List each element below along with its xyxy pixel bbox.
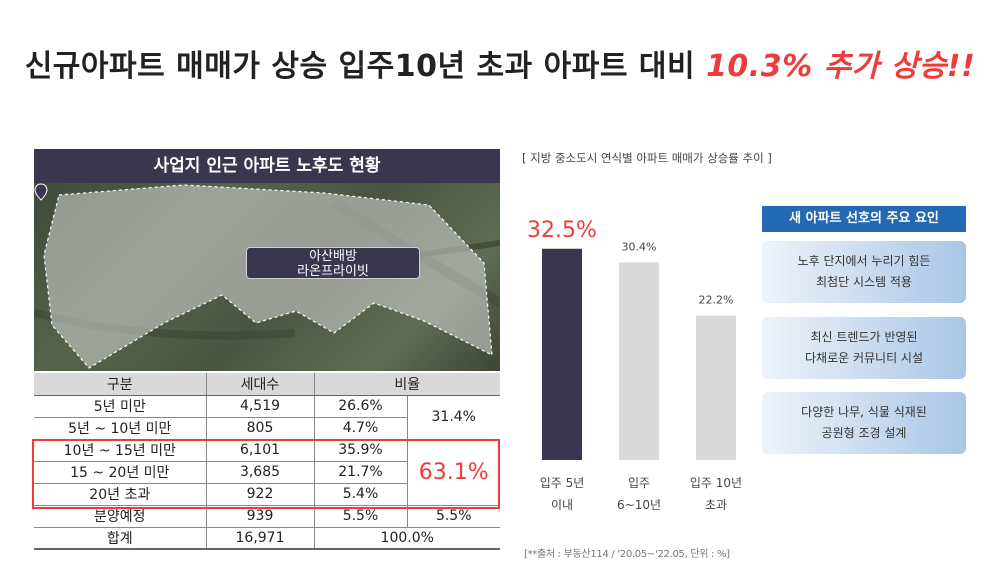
table-header-row: 구분 세대수 비율 [34, 373, 500, 396]
column-header: 구분 [34, 373, 206, 396]
aerial-map: 아산배방 라온프라이빗 [34, 183, 500, 371]
factor-line2: 다채로운 커뮤니티 시설 [804, 351, 924, 365]
factor-card: 노후 단지에서 누리기 힘든 최첨단 시스템 적용 [762, 241, 966, 303]
tick-label: 입주 [628, 476, 650, 490]
row-ratio: 35.9% [313, 439, 407, 462]
row-ratio: 4.7% [313, 417, 407, 440]
tick-label: 입주 10년 [690, 476, 742, 490]
row-label: 합계 [34, 527, 206, 550]
bar [542, 248, 582, 460]
factor-line1: 다양한 나무, 식물 식재된 [801, 405, 927, 419]
callout-line1: 아산배방 [309, 249, 357, 264]
data-label: 30.4% [622, 240, 657, 253]
data-label: 22.2% [699, 294, 734, 307]
group-over-10-ratio: 63.1% [406, 439, 500, 506]
row-ratio: 26.6% [313, 395, 407, 418]
table-row: 10년 ~ 15년 미만 6,101 35.9% 63.1% [34, 439, 500, 506]
table-row: 5년 ~ 10년 미만 805 4.7% [34, 417, 500, 440]
callout-line2: 라온프라이빗 [297, 264, 369, 279]
factor-line1: 노후 단지에서 누리기 힘든 [797, 254, 931, 268]
page-title-highlight: 10.3% 추가 상승!! [706, 49, 976, 84]
row-label: 20년 초과 [34, 483, 206, 506]
column-header: 비율 [313, 373, 500, 396]
tick-label: 6~10년 [617, 498, 661, 512]
row-count: 3,685 [205, 461, 314, 484]
table-row: 5년 미만 4,519 26.6% 31.4% [34, 395, 500, 440]
chart-caption: [ 지방 중소도시 연식별 아파트 매매가 상승률 추이 ] [522, 151, 772, 165]
row-count: 16,971 [205, 527, 314, 550]
factors-header: 새 아파트 선호의 주요 요인 [762, 206, 966, 232]
row-count: 939 [205, 505, 314, 528]
row-label: 분양예정 [34, 505, 206, 528]
factor-line2: 공원형 조경 설계 [821, 426, 907, 440]
source-note: [**출처 : 부동산114 / '20.05~'22.05, 단위 : %] [524, 549, 730, 560]
table-row: 20년 초과 922 5.4% [34, 483, 500, 506]
table-row: 분양예정 939 5.5% 5.5% [34, 505, 500, 528]
location-pin-icon [34, 183, 48, 201]
row-group-ratio: 5.5% [406, 505, 500, 528]
row-label: 10년 ~ 15년 미만 [34, 439, 206, 462]
bar [696, 315, 736, 460]
row-ratio: 100.0% [313, 527, 500, 550]
table-total-row: 합계 16,971 100.0% [34, 527, 500, 550]
aging-table: 구분 세대수 비율 5년 미만 4,519 26.6% 31.4% 5년 ~ 1… [34, 373, 500, 550]
page-title-main: 신규아파트 매매가 상승 입주10년 초과 아파트 대비 [24, 49, 707, 84]
row-ratio: 5.5% [313, 505, 407, 528]
column-header: 세대수 [205, 373, 314, 396]
row-ratio: 5.4% [313, 483, 407, 506]
map-header: 사업지 인근 아파트 노후도 현황 [34, 149, 500, 183]
factor-card: 다양한 나무, 식물 식재된 공원형 조경 설계 [762, 392, 966, 454]
factor-line2: 최첨단 시스템 적용 [816, 275, 912, 289]
site-callout: 아산배방 라온프라이빗 [246, 247, 420, 279]
row-label: 5년 미만 [34, 395, 206, 418]
data-label: 32.5% [527, 218, 597, 243]
tick-label: 입주 5년 [540, 476, 585, 490]
tick-label: 이내 [551, 498, 573, 512]
factor-line1: 최신 트렌드가 반영된 [810, 330, 918, 344]
table-row: 15 ~ 20년 미만 3,685 21.7% [34, 461, 500, 484]
row-count: 805 [205, 417, 314, 440]
tick-label: 초과 [705, 498, 727, 512]
row-label: 15 ~ 20년 미만 [34, 461, 206, 484]
row-count: 6,101 [205, 439, 314, 462]
row-label: 5년 ~ 10년 미만 [34, 417, 206, 440]
row-ratio: 21.7% [313, 461, 407, 484]
page-title: 신규아파트 매매가 상승 입주10년 초과 아파트 대비 10.3% 추가 상승… [20, 44, 980, 90]
factor-card: 최신 트렌드가 반영된 다채로운 커뮤니티 시설 [762, 317, 966, 379]
group-under-10-ratio: 31.4% [406, 395, 500, 440]
row-count: 922 [205, 483, 314, 506]
bar [619, 262, 659, 460]
row-count: 4,519 [205, 395, 314, 418]
